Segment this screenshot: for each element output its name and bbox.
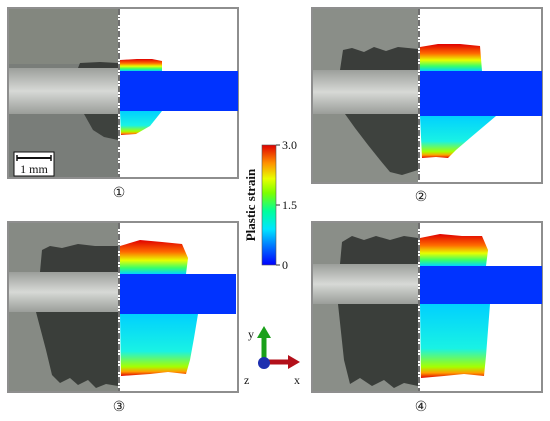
colorbar: 3.0 1.5 0 Plastic strain — [243, 138, 297, 272]
workpiece-bottom-1 — [84, 114, 118, 140]
blue-bar-4 — [420, 266, 542, 304]
x-arrow-head — [288, 355, 300, 369]
rod-1 — [9, 68, 118, 114]
colorbar-tick-min: 0 — [282, 258, 288, 272]
workpiece-top-1 — [78, 62, 118, 68]
rod-2 — [313, 70, 418, 114]
strain-top-2 — [420, 44, 482, 71]
axis-triad: y x z — [244, 326, 300, 387]
y-arrow-head — [257, 326, 271, 338]
rod-4 — [313, 264, 418, 304]
strain-bottom-4 — [420, 304, 490, 378]
panel-label-3: ③ — [113, 400, 126, 415]
axis-label-z: z — [244, 373, 249, 387]
workpiece-top-4 — [340, 236, 418, 264]
scalebar-box — [13, 151, 55, 177]
axis-label-x: x — [294, 373, 300, 387]
axis-label-y: y — [248, 327, 254, 341]
z-axis-dot — [258, 357, 270, 369]
strain-top-3 — [120, 240, 188, 274]
colorbar-tick-mid: 1.5 — [282, 198, 297, 212]
strain-bottom-3 — [120, 314, 198, 376]
scalebar-label: 1 mm — [20, 162, 48, 176]
workpiece-top-2 — [340, 47, 418, 70]
workpiece-bottom-4 — [338, 304, 418, 388]
strain-top-4 — [420, 234, 488, 266]
rod-3 — [9, 272, 118, 312]
panel-4: ④ — [311, 221, 543, 415]
strain-bottom-1 — [120, 111, 162, 135]
colorbar-tick-max: 3.0 — [282, 138, 297, 152]
panel-3: ③ — [7, 221, 239, 415]
strain-bottom-2 — [420, 116, 496, 158]
workpiece-top-3 — [40, 244, 118, 272]
blue-bar-2 — [420, 71, 542, 116]
blue-bar-1 — [120, 71, 238, 111]
panel-2: ② — [311, 7, 543, 205]
panel-1: 1 mm ① — [7, 7, 239, 201]
colorbar-title: Plastic strain — [243, 168, 258, 241]
panel-label-4: ④ — [415, 400, 428, 415]
workpiece-bottom-2 — [345, 114, 418, 175]
panel-label-2: ② — [415, 190, 428, 205]
workpiece-bottom-3 — [36, 312, 118, 388]
blue-bar-3 — [120, 274, 236, 314]
colorbar-gradient — [261, 144, 277, 266]
panel-label-1: ① — [113, 186, 126, 201]
strain-top-1 — [120, 59, 162, 71]
